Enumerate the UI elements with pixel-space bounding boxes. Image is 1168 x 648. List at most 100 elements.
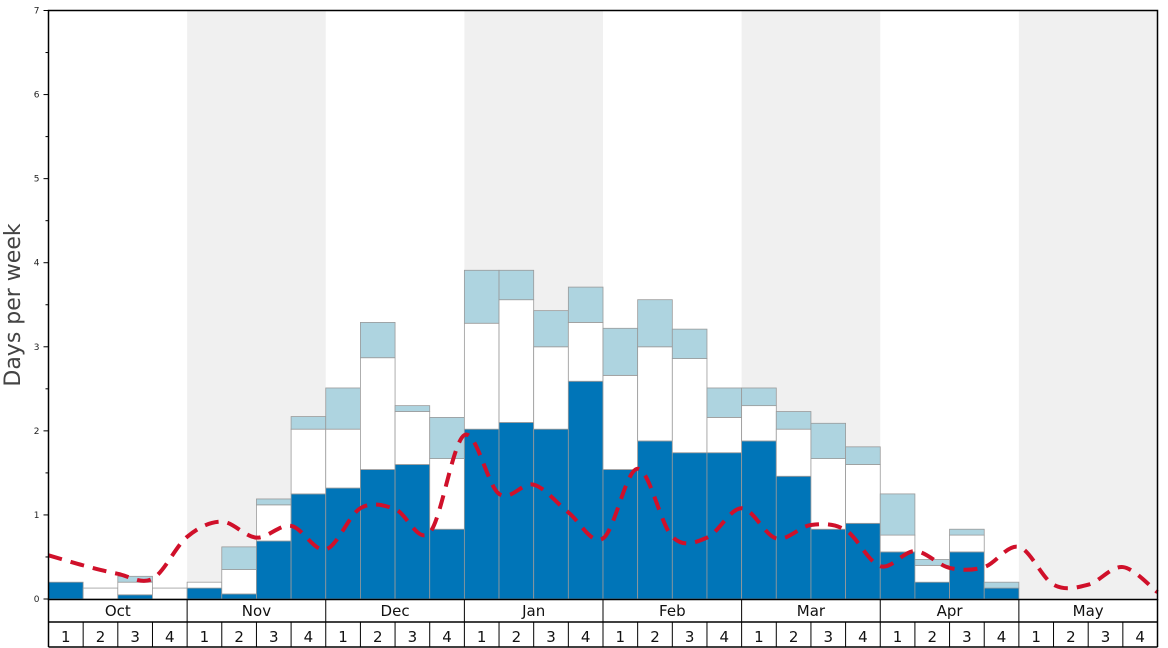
bar-light-9 — [360, 322, 396, 359]
week-label-feb-4: 4 — [720, 628, 730, 646]
week-label-jan-3: 3 — [546, 628, 556, 646]
bar-white-6 — [256, 504, 292, 542]
y-axis-title: Days per week — [1, 223, 26, 386]
bar-dark-27 — [983, 587, 1020, 600]
bar-light-11 — [429, 417, 465, 460]
bar-dark-2 — [117, 594, 153, 600]
bar-light-2 — [117, 575, 153, 583]
bar-light-14 — [533, 310, 569, 348]
y-tick-label-0: 0 — [34, 595, 40, 605]
bar-dark-13 — [498, 422, 535, 600]
bar-dark-22 — [810, 528, 846, 600]
bar-light-26 — [949, 528, 985, 536]
y-tick-label-1: 1 — [34, 511, 40, 521]
week-label-apr-3: 3 — [962, 628, 972, 646]
bar-light-10 — [394, 405, 431, 412]
week-label-mar-2: 2 — [789, 628, 799, 646]
bar-light-22 — [810, 422, 846, 460]
bar-dark-4 — [186, 587, 223, 600]
bar-light-21 — [775, 411, 812, 430]
bar-dark-19 — [706, 452, 743, 600]
bar-white-1 — [82, 587, 119, 600]
bar-dark-7 — [290, 493, 327, 600]
month-label-oct: Oct — [105, 602, 131, 620]
bar-dark-10 — [394, 464, 431, 600]
week-label-nov-3: 3 — [269, 628, 279, 646]
month-label-mar: Mar — [797, 602, 826, 620]
bar-light-13 — [498, 269, 535, 301]
bar-white-21 — [775, 428, 812, 477]
bar-white-15 — [567, 322, 604, 382]
plot-frame — [47, 9, 1159, 601]
bar-white-5 — [221, 569, 257, 595]
week-label-may-3: 3 — [1101, 628, 1111, 646]
week-label-nov-2: 2 — [234, 628, 244, 646]
month-shade-may — [1018, 10, 1158, 599]
bar-dark-14 — [533, 428, 569, 600]
month-label-jan: Jan — [521, 602, 545, 620]
week-label-oct-4: 4 — [165, 628, 175, 646]
bar-dark-5 — [221, 593, 257, 600]
week-label-nov-1: 1 — [200, 628, 210, 646]
bar-white-4 — [186, 581, 223, 589]
bar-dark-26 — [949, 551, 985, 600]
week-label-mar-3: 3 — [823, 628, 833, 646]
month-label-apr: Apr — [937, 602, 964, 620]
bar-light-27 — [983, 581, 1020, 589]
week-label-jan-2: 2 — [512, 628, 522, 646]
bar-white-14 — [533, 346, 569, 430]
bar-light-17 — [637, 299, 673, 348]
y-tick-label-7: 7 — [34, 7, 40, 17]
week-label-oct-1: 1 — [61, 628, 71, 646]
bar-light-15 — [567, 286, 604, 323]
bar-white-13 — [498, 299, 535, 423]
bar-white-24 — [879, 534, 916, 553]
week-label-apr-2: 2 — [927, 628, 937, 646]
bar-dark-18 — [671, 452, 708, 600]
bar-dark-8 — [325, 487, 361, 600]
y-tick-label-6: 6 — [34, 91, 40, 101]
week-label-may-2: 2 — [1066, 628, 1076, 646]
bar-dark-9 — [360, 469, 396, 600]
bar-white-9 — [360, 357, 396, 470]
bar-light-16 — [602, 327, 639, 376]
bar-white-7 — [290, 428, 327, 495]
y-axis: 0 1 2 3 4 5 6 7 — [34, 7, 49, 605]
bar-white-10 — [394, 411, 431, 465]
bar-dark-21 — [775, 475, 812, 600]
bar-light-19 — [706, 387, 743, 418]
dashed-line-path — [47, 432, 1159, 594]
bar-white-12 — [463, 322, 500, 430]
bar-light-5 — [221, 546, 257, 570]
bar-white-20 — [741, 405, 777, 442]
bar-dark-17 — [637, 440, 673, 600]
bar-white-2 — [117, 581, 153, 596]
week-label-mar-1: 1 — [754, 628, 764, 646]
month-label-feb: Feb — [659, 602, 686, 620]
week-label-jan-4: 4 — [581, 628, 591, 646]
week-label-feb-1: 1 — [616, 628, 626, 646]
bar-light-20 — [741, 387, 777, 407]
week-label-may-1: 1 — [1031, 628, 1041, 646]
bar-white-16 — [602, 374, 639, 470]
week-label-dec-3: 3 — [408, 628, 418, 646]
week-label-apr-4: 4 — [997, 628, 1007, 646]
dashed-average-line — [47, 432, 1159, 594]
bar-white-19 — [706, 417, 743, 454]
y-tick-label-4: 4 — [34, 259, 40, 269]
week-label-dec-4: 4 — [442, 628, 452, 646]
bar-light-8 — [325, 387, 361, 430]
bar-light-24 — [879, 493, 916, 536]
bar-light-18 — [671, 328, 708, 359]
bar-white-3 — [152, 587, 188, 600]
week-label-oct-3: 3 — [130, 628, 140, 646]
month-label-nov: Nov — [242, 602, 271, 620]
bar-light-23 — [845, 446, 881, 465]
bar-white-18 — [671, 358, 708, 454]
bar-white-26 — [949, 534, 985, 553]
bar-dark-15 — [567, 380, 604, 600]
week-label-jan-1: 1 — [477, 628, 487, 646]
week-label-nov-4: 4 — [304, 628, 314, 646]
month-label-dec: Dec — [381, 602, 410, 620]
